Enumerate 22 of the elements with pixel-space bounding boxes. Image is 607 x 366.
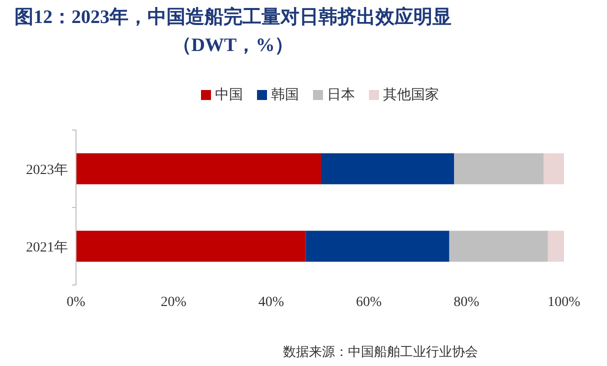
x-tick-label: 60%: [356, 295, 382, 310]
bar: [306, 230, 450, 262]
y-tick-label: 2023年: [26, 162, 68, 178]
bar: [544, 153, 564, 184]
legend-label: 中国: [215, 87, 243, 103]
bar: [76, 153, 321, 184]
legend-label: 韩国: [271, 87, 299, 103]
x-tick-label: 80%: [454, 295, 480, 310]
bar: [454, 153, 544, 184]
chart-title: 图12：2023年，中国造船完工量对日韩挤出效应明显（DWT，%）: [14, 6, 452, 58]
x-tick-label: 20%: [160, 295, 187, 310]
legend-label: 日本: [327, 87, 355, 103]
bar: [320, 153, 454, 184]
bar: [548, 230, 564, 262]
bar: [76, 230, 306, 262]
legend-label: 其他国家: [383, 87, 439, 103]
x-tick-label: 40%: [258, 295, 284, 310]
source-note: 数据来源：中国船舶工业行业协会: [283, 344, 478, 359]
bar: [449, 230, 548, 262]
x-tick-label: 0%: [66, 295, 86, 310]
y-tick-label: 2021年: [26, 239, 68, 256]
x-tick-label: 100%: [548, 295, 581, 310]
